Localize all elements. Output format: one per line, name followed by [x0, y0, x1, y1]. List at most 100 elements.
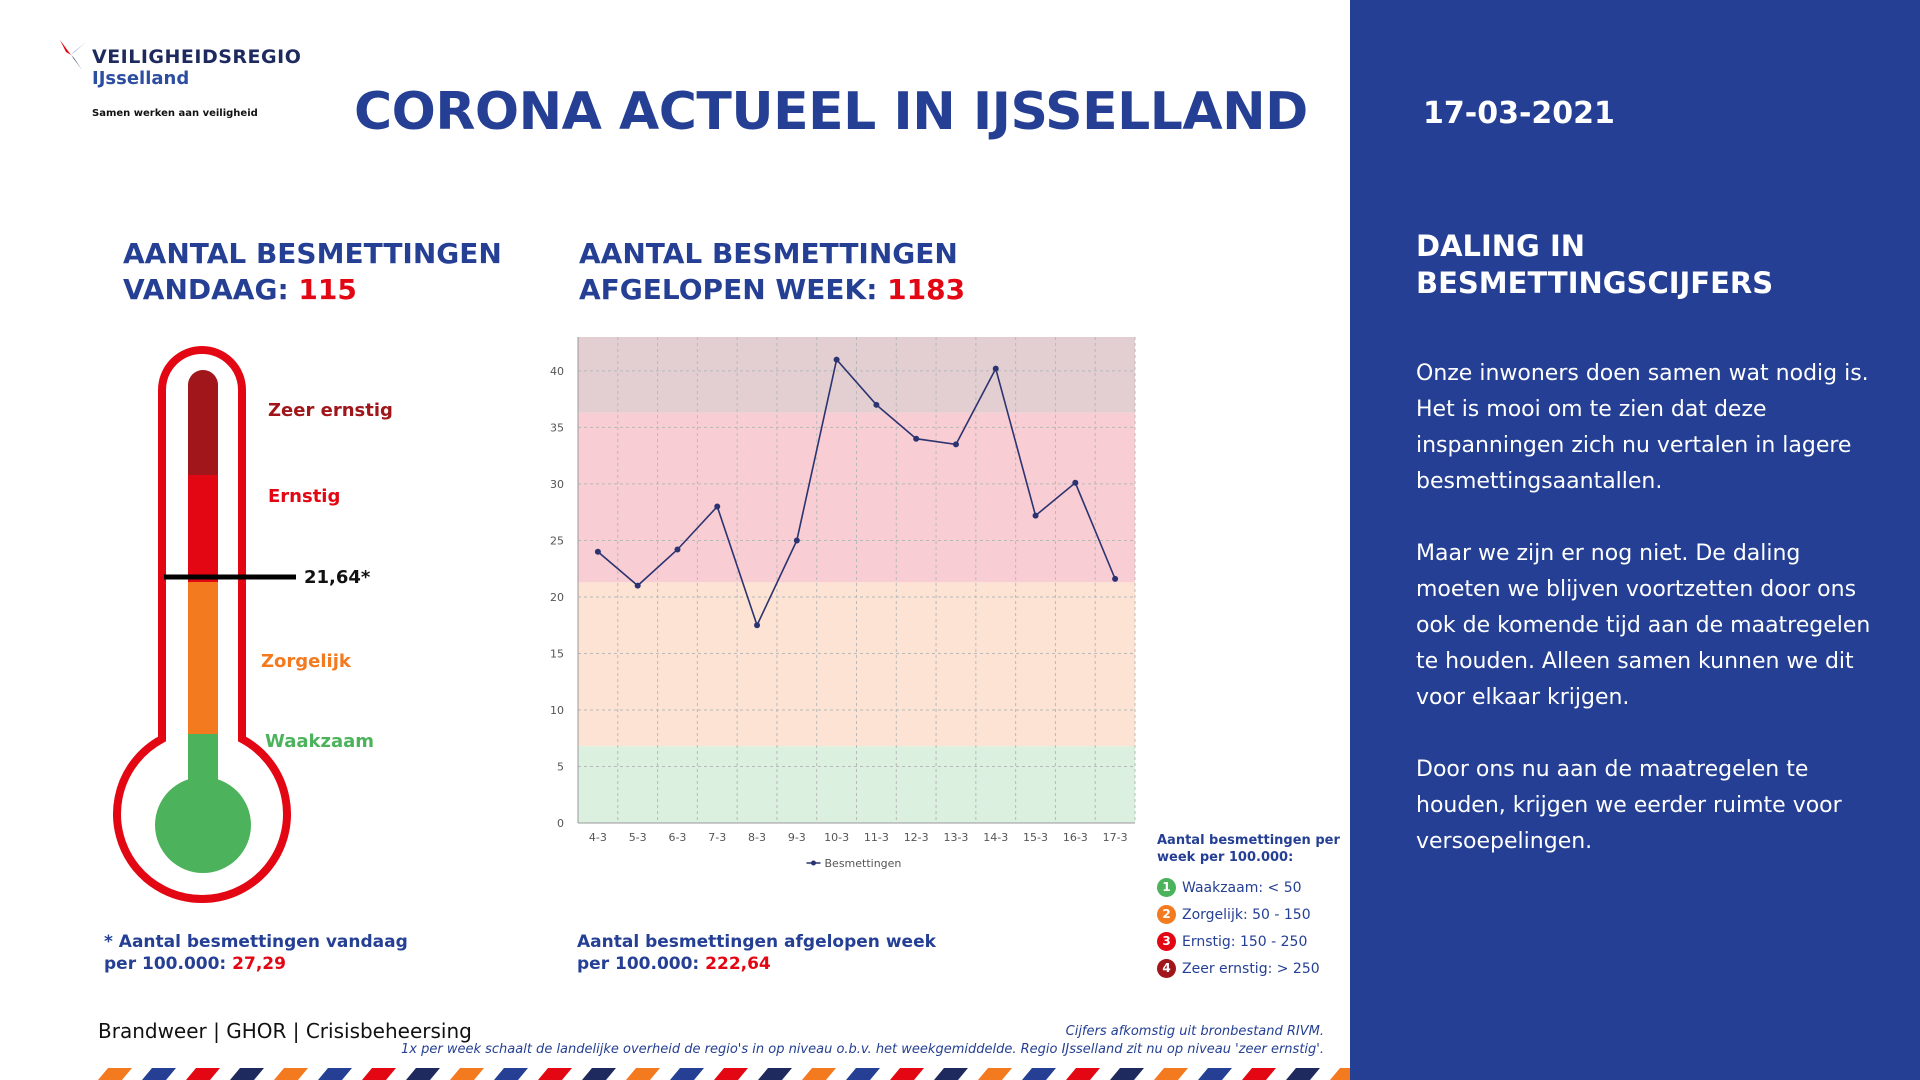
- current-level-value: 21,64*: [304, 567, 371, 588]
- kpi-today-footnote: * Aantal besmettingen vandaag per 100.00…: [104, 931, 408, 975]
- x-tick-label: 11-3: [864, 831, 889, 844]
- line-chart: 0 5 10 15 20 25 30 35 40 4-3 5-3 6-3 7-3 8-3 9-3 10-3 11…: [550, 337, 1136, 870]
- logo-tagline: Samen werken aan veiligheid: [92, 108, 258, 119]
- x-tick-label: 14-3: [983, 831, 1008, 844]
- source-line-2: 1x per week schaalt de landelijke overhe…: [401, 1042, 1324, 1057]
- stripe-segment: [1022, 1068, 1056, 1080]
- stripe-segment: [494, 1068, 528, 1080]
- logo-star-icon: [58, 40, 86, 70]
- data-point: [594, 548, 601, 555]
- data-point: [714, 503, 721, 510]
- legend-item: 4 Zeer ernstig: > 250: [1157, 955, 1347, 982]
- stripe-segment: [538, 1068, 572, 1080]
- kpi-today-value: 115: [298, 273, 357, 306]
- kpi-today-footnote-value: 27,29: [232, 954, 286, 974]
- data-point: [992, 365, 999, 372]
- y-tick-label: 0: [557, 817, 564, 830]
- stripe-segment: [186, 1068, 220, 1080]
- kpi-week: AANTAL BESMETTINGEN AFGELOPEN WEEK: 1183: [579, 236, 965, 308]
- kpi-today-footnote-line1: * Aantal besmettingen vandaag: [104, 932, 408, 952]
- source-line-1: Cijfers afkomstig uit bronbestand RIVM.: [1065, 1024, 1324, 1039]
- data-point: [873, 401, 880, 408]
- level-legend: Aantal besmettingen per week per 100.000…: [1157, 832, 1347, 982]
- level-bar-ernstig: [188, 473, 218, 582]
- level-legend-title: Aantal besmettingen per week per 100.000…: [1157, 833, 1340, 865]
- data-point: [1032, 512, 1039, 519]
- kpi-today-footnote-label: per 100.000:: [104, 954, 227, 974]
- x-tick-label: 5-3: [629, 831, 647, 844]
- y-tick-label: 5: [557, 760, 564, 773]
- stripe-segment: [362, 1068, 396, 1080]
- kpi-today: AANTAL BESMETTINGEN VANDAAG: 115: [123, 236, 502, 308]
- stripe-segment: [1286, 1068, 1320, 1080]
- chart-legend-label: Besmettingen: [825, 857, 902, 870]
- source-note: Cijfers afkomstig uit bronbestand RIVM. …: [401, 1023, 1324, 1059]
- kpi-week-footnote-value: 222,64: [705, 954, 771, 974]
- y-tick-label: 15: [550, 647, 564, 660]
- kpi-week-footnote: Aantal besmettingen afgelopen week per 1…: [577, 931, 936, 975]
- x-tick-label: 17-3: [1103, 831, 1128, 844]
- legend-item-text: Zeer ernstig: > 250: [1182, 960, 1320, 977]
- stripe-segment: [978, 1068, 1012, 1080]
- x-tick-label: 10-3: [824, 831, 849, 844]
- brandline: Brandweer | GHOR | Crisisbeheersing: [98, 1019, 472, 1043]
- sidebar-title: DALING IN BESMETTINGSCIJFERS: [1416, 229, 1774, 300]
- series-line-besmettingen: [597, 357, 1116, 628]
- y-tick-label: 30: [550, 478, 564, 491]
- stripe-segment: [318, 1068, 352, 1080]
- y-tick-label: 20: [550, 591, 564, 604]
- legend-number-badge: 2: [1157, 905, 1176, 924]
- stripe-segment: [1066, 1068, 1100, 1080]
- decorative-stripe: [98, 1068, 1350, 1080]
- data-point: [674, 546, 681, 553]
- stripe-segment: [1242, 1068, 1276, 1080]
- kpi-week-label: AFGELOPEN WEEK:: [579, 273, 878, 306]
- risk-band: [578, 412, 1135, 583]
- x-tick-label: 15-3: [1023, 831, 1048, 844]
- level-label-waakzaam: Waakzaam: [265, 731, 375, 752]
- kpi-today-label: VANDAAG:: [123, 273, 289, 306]
- stripe-segment: [1330, 1068, 1350, 1080]
- stripe-segment: [802, 1068, 836, 1080]
- stripe-segment: [450, 1068, 484, 1080]
- x-tick-label: 4-3: [589, 831, 607, 844]
- legend-item: 2 Zorgelijk: 50 - 150: [1157, 901, 1347, 928]
- y-tick-label: 10: [550, 704, 564, 717]
- kpi-week-footnote-label: per 100.000:: [577, 954, 700, 974]
- sidebar-paragraph: Maar we zijn er nog niet. De daling moet…: [1416, 541, 1871, 710]
- stripe-segment: [274, 1068, 308, 1080]
- x-tick-label: 8-3: [748, 831, 766, 844]
- legend-number-badge: 4: [1157, 959, 1176, 978]
- stripe-segment: [230, 1068, 264, 1080]
- page-title: CORONA ACTUEEL IN IJSSELLAND: [354, 82, 1308, 142]
- x-tick-label: 16-3: [1063, 831, 1088, 844]
- stripe-segment: [670, 1068, 704, 1080]
- thermometer: [113, 346, 296, 903]
- stripe-segment: [890, 1068, 924, 1080]
- stripe-segment: [1198, 1068, 1232, 1080]
- stripe-segment: [846, 1068, 880, 1080]
- legend-item: 3 Ernstig: 150 - 250: [1157, 928, 1347, 955]
- level-label-zeer-ernstig: Zeer ernstig: [268, 400, 393, 421]
- logo-region: IJsselland: [92, 68, 190, 89]
- stripe-segment: [406, 1068, 440, 1080]
- stripe-segment: [1110, 1068, 1144, 1080]
- data-point: [913, 435, 920, 442]
- x-tick-label: 12-3: [904, 831, 929, 844]
- legend-item-text: Zorgelijk: 50 - 150: [1182, 906, 1311, 923]
- level-bar-zeer-ernstig: [188, 370, 218, 475]
- data-point: [754, 622, 761, 629]
- y-tick-label: 35: [550, 421, 564, 434]
- data-point: [952, 441, 959, 448]
- stripe-segment: [1154, 1068, 1188, 1080]
- x-tick-label: 13-3: [943, 831, 968, 844]
- stripe-segment: [758, 1068, 792, 1080]
- legend-number-badge: 1: [1157, 878, 1176, 897]
- stripe-segment: [142, 1068, 176, 1080]
- x-tick-label: 9-3: [788, 831, 806, 844]
- level-label-ernstig: Ernstig: [268, 486, 341, 507]
- x-tick-label: 6-3: [668, 831, 686, 844]
- kpi-week-line1: AANTAL BESMETTINGEN: [579, 237, 958, 270]
- legend-number-badge: 3: [1157, 932, 1176, 951]
- level-bar-zorgelijk: [188, 580, 218, 734]
